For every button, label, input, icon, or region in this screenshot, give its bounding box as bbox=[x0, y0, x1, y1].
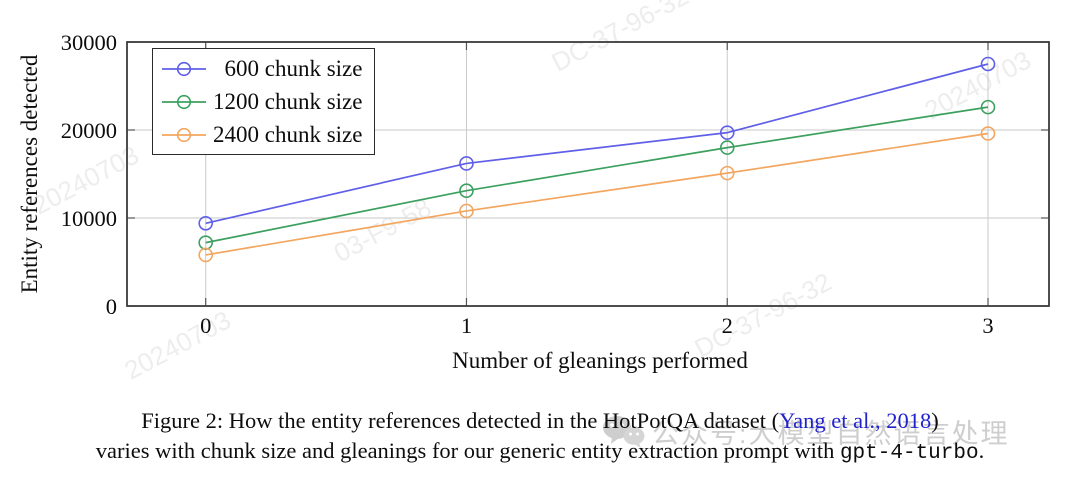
data-point-marker bbox=[719, 165, 735, 181]
series-line bbox=[205, 132, 989, 256]
data-point-marker bbox=[980, 56, 996, 72]
series-2400-chunk-size bbox=[198, 126, 996, 263]
caption-text: ) bbox=[931, 408, 939, 433]
data-point-marker bbox=[980, 126, 996, 141]
caption-code-text: gpt-4-turbo bbox=[839, 442, 979, 465]
x-tick-label: 3 bbox=[982, 313, 993, 338]
caption-text: varies with chunk size and gleanings for… bbox=[95, 438, 840, 463]
data-point-marker bbox=[719, 140, 735, 155]
legend-label-text: chunk size bbox=[259, 121, 363, 147]
x-tick-label: 2 bbox=[722, 313, 733, 338]
y-tick-label: 20000 bbox=[61, 118, 117, 143]
data-point-marker bbox=[459, 156, 474, 171]
data-point-marker bbox=[719, 125, 735, 140]
y-axis-label: Entity references detected bbox=[17, 54, 42, 294]
series-600-chunk-size bbox=[198, 56, 996, 231]
y-tick-label: 10000 bbox=[61, 206, 117, 231]
y-tick-label: 0 bbox=[106, 294, 117, 319]
x-tick-label: 0 bbox=[200, 313, 211, 338]
caption-line-1: Figure 2: How the entity references dete… bbox=[0, 406, 1080, 436]
legend-swatch bbox=[162, 94, 206, 109]
wechat-watermark: 公众号:大模型自然语言处理 bbox=[602, 412, 1010, 451]
legend-swatch bbox=[162, 61, 206, 76]
tick-labels: 0 1 2 3 0 10000 20000 30000 bbox=[61, 30, 994, 338]
legend-label-text: chunk size bbox=[259, 88, 363, 114]
y-tick-label: 30000 bbox=[61, 30, 117, 55]
x-tick-label: 1 bbox=[461, 313, 472, 338]
legend-item: 1200 chunk size bbox=[161, 85, 362, 118]
citation-link[interactable]: Yang et al., 2018 bbox=[779, 408, 932, 433]
data-point-marker bbox=[980, 99, 996, 115]
legend-item: 2400 chunk size bbox=[161, 118, 362, 151]
caption-line-2: varies with chunk size and gleanings for… bbox=[0, 436, 1080, 469]
data-point-marker bbox=[459, 183, 474, 199]
wechat-account-label: 公众号:大模型自然语言处理 bbox=[652, 419, 1010, 449]
figure-caption: Figure 2: How the entity references dete… bbox=[0, 406, 1080, 469]
caption-text: Figure 2: How the entity references dete… bbox=[141, 408, 780, 433]
legend-item: 600 chunk size bbox=[161, 52, 362, 85]
caption-text: . bbox=[978, 438, 985, 463]
series-line bbox=[205, 106, 989, 244]
series-line bbox=[205, 63, 989, 225]
legend-label-number: 1200 bbox=[213, 88, 259, 114]
axis-border bbox=[126, 41, 1050, 307]
data-point-marker bbox=[198, 247, 213, 263]
legend-label-text: chunk size bbox=[259, 55, 363, 81]
x-axis-label: Number of gleanings performed bbox=[452, 348, 748, 373]
data-point-marker bbox=[198, 215, 213, 231]
series-1200-chunk-size bbox=[198, 99, 996, 250]
legend-label-number: 2400 bbox=[213, 121, 259, 147]
data-point-marker bbox=[459, 203, 474, 219]
wechat-icon bbox=[603, 415, 645, 448]
chart-legend: 600 chunk size 1200 chunk size 2400 chunk … bbox=[152, 48, 376, 155]
legend-swatch bbox=[162, 127, 206, 142]
legend-label-number: 600 bbox=[224, 55, 260, 81]
